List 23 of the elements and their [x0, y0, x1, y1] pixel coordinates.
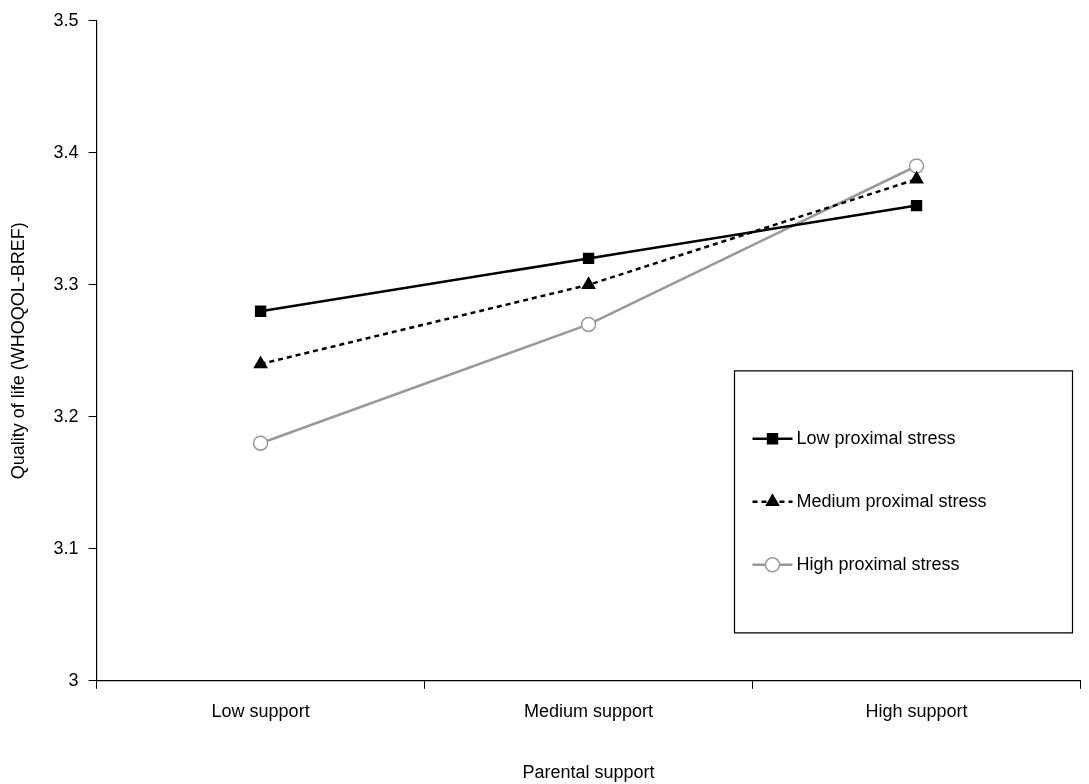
point — [253, 356, 268, 369]
y-tick-label: 3.3 — [53, 273, 79, 294]
y-tick-label: 3 — [68, 669, 79, 690]
y-tick-label: 3.1 — [53, 537, 79, 558]
point — [254, 305, 267, 317]
point — [908, 158, 925, 174]
x-axis-title: Parental support — [522, 762, 655, 783]
point — [910, 199, 923, 212]
point — [581, 277, 596, 290]
y-tick-label: 3.4 — [53, 141, 79, 162]
point — [252, 435, 269, 451]
legend-label: High proximal stress — [796, 553, 960, 574]
x-tick-label: High support — [865, 700, 968, 721]
point — [580, 316, 597, 333]
legend-label: Medium proximal stress — [796, 490, 987, 511]
legend-label: Low proximal stress — [796, 427, 956, 448]
x-tick-label: Medium support — [524, 700, 654, 721]
x-tick-label: Low support — [211, 700, 310, 721]
point — [582, 252, 595, 265]
y-tick-label: 3.2 — [53, 405, 79, 426]
y-axis-title: Quality of life (WHOQOL-BREF) — [7, 222, 28, 480]
y-tick-label: 3.5 — [53, 9, 79, 30]
point — [909, 171, 924, 184]
